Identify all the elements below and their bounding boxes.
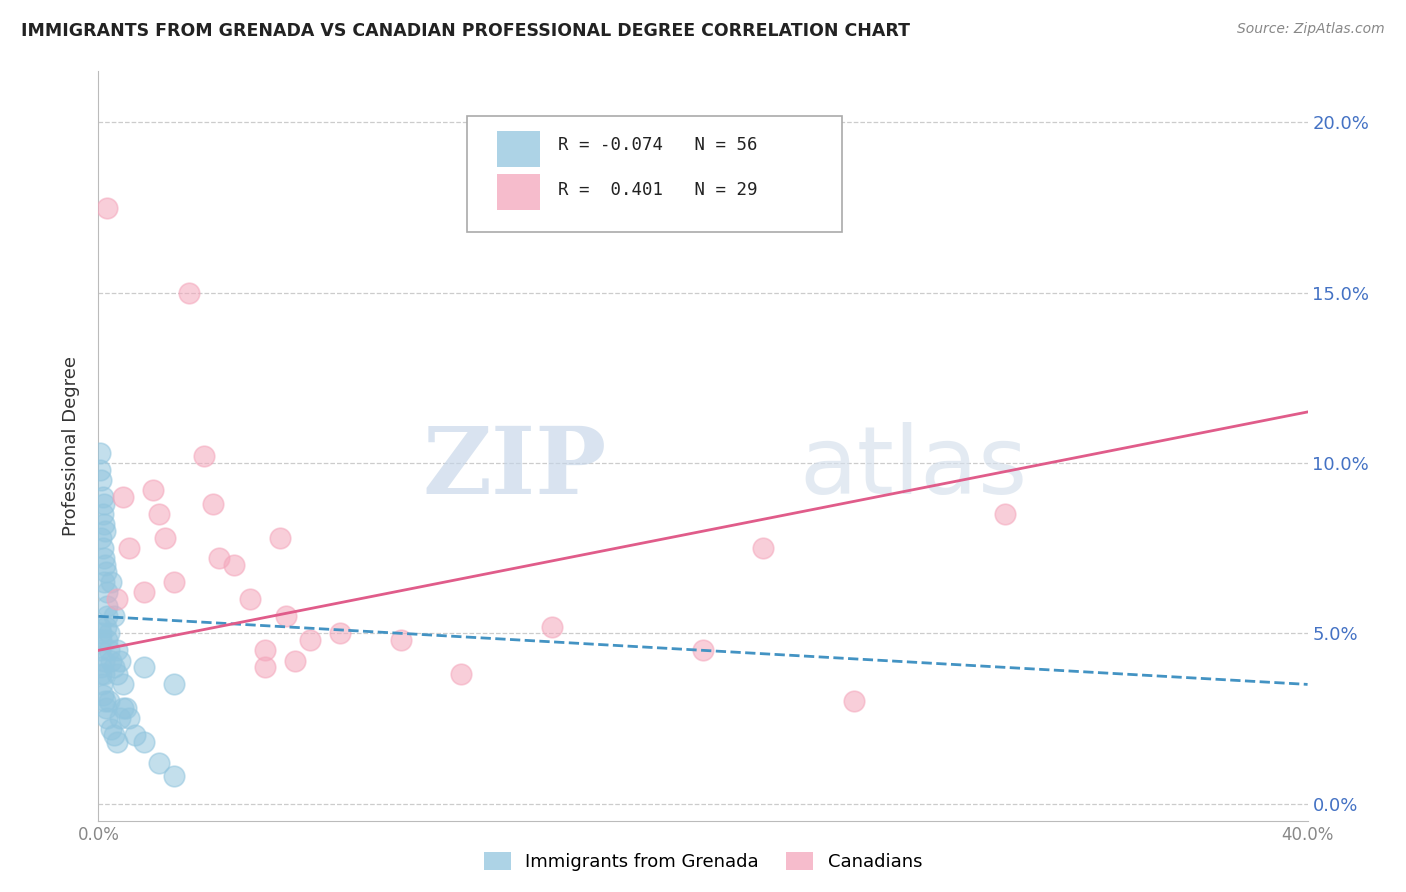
Text: atlas: atlas <box>800 423 1028 515</box>
Point <box>90 531 112 545</box>
Point <box>163 677 186 691</box>
Point <box>91 507 114 521</box>
Point <box>89 446 111 460</box>
Point <box>90 660 112 674</box>
Point <box>329 626 352 640</box>
Y-axis label: Professional Degree: Professional Degree <box>62 356 80 536</box>
Point <box>239 592 262 607</box>
FancyBboxPatch shape <box>467 116 842 233</box>
Point <box>91 688 114 702</box>
Point <box>96 633 118 648</box>
Point <box>98 643 121 657</box>
Point <box>540 619 562 633</box>
Point <box>269 531 291 545</box>
Point <box>844 694 866 708</box>
Text: R = -0.074   N = 56: R = -0.074 N = 56 <box>558 136 758 153</box>
Point <box>94 524 117 538</box>
Point <box>96 609 118 624</box>
Point <box>100 654 122 668</box>
Point <box>111 490 134 504</box>
Point <box>98 694 121 708</box>
Point <box>132 585 155 599</box>
Point <box>96 599 118 613</box>
Point <box>752 541 775 556</box>
Point <box>90 633 112 648</box>
Point <box>94 619 117 633</box>
Point <box>208 551 231 566</box>
Point <box>93 575 115 590</box>
Point <box>132 660 155 674</box>
Text: Source: ZipAtlas.com: Source: ZipAtlas.com <box>1237 22 1385 37</box>
Point <box>253 643 276 657</box>
Point <box>202 497 225 511</box>
Point <box>994 507 1017 521</box>
Point <box>105 667 128 681</box>
Point <box>124 729 146 743</box>
Point <box>179 285 201 300</box>
Point <box>692 643 714 657</box>
Point <box>132 735 155 749</box>
Text: ZIP: ZIP <box>422 424 606 514</box>
Bar <box>498 131 540 168</box>
Point <box>111 677 134 691</box>
Point <box>103 660 125 674</box>
Point <box>389 633 412 648</box>
Point <box>193 449 215 463</box>
Point <box>284 654 307 668</box>
Point <box>94 694 117 708</box>
Point <box>94 701 117 715</box>
Point <box>114 701 136 715</box>
Point <box>224 558 246 573</box>
Point <box>100 575 122 590</box>
Point <box>142 483 165 498</box>
Point <box>93 667 115 681</box>
Point <box>103 729 125 743</box>
Point <box>93 497 115 511</box>
Point <box>94 565 117 579</box>
Point <box>118 541 141 556</box>
Point <box>105 592 128 607</box>
Point <box>253 660 276 674</box>
Point <box>91 541 114 556</box>
Point <box>98 626 121 640</box>
Point <box>96 585 118 599</box>
Legend: Immigrants from Grenada, Canadians: Immigrants from Grenada, Canadians <box>477 845 929 879</box>
Point <box>100 722 122 736</box>
Point <box>90 473 112 487</box>
Point <box>90 667 112 681</box>
Point <box>89 463 111 477</box>
Point <box>93 551 115 566</box>
Point <box>108 654 131 668</box>
Point <box>93 654 115 668</box>
Bar <box>498 174 540 210</box>
Point <box>96 201 118 215</box>
Point <box>450 667 472 681</box>
Text: IMMIGRANTS FROM GRENADA VS CANADIAN PROFESSIONAL DEGREE CORRELATION CHART: IMMIGRANTS FROM GRENADA VS CANADIAN PROF… <box>21 22 910 40</box>
Point <box>299 633 322 648</box>
Point <box>105 735 128 749</box>
Point <box>108 711 131 725</box>
Text: R =  0.401   N = 29: R = 0.401 N = 29 <box>558 181 758 199</box>
Point <box>148 507 170 521</box>
Point <box>90 626 112 640</box>
Point <box>153 531 176 545</box>
Point <box>89 643 111 657</box>
Point <box>91 677 114 691</box>
Point <box>96 711 118 725</box>
Point <box>94 558 117 573</box>
Point <box>274 609 297 624</box>
Point <box>103 609 125 624</box>
Point <box>91 490 114 504</box>
Point <box>118 711 141 725</box>
Point <box>93 517 115 532</box>
Point <box>163 575 186 590</box>
Point <box>148 756 170 770</box>
Point <box>111 701 134 715</box>
Point <box>163 769 186 783</box>
Point <box>89 619 111 633</box>
Point <box>105 643 128 657</box>
